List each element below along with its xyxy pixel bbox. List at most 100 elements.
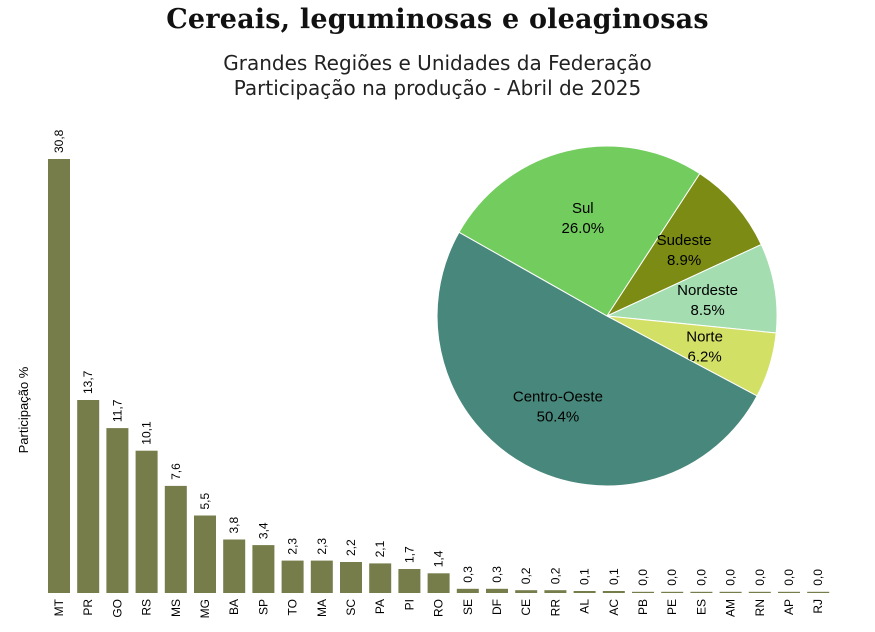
bar-ba	[223, 539, 246, 593]
value-label-pa: 2,1	[373, 540, 387, 557]
value-label-ma: 2,3	[315, 538, 329, 555]
pie-label-sudeste: Sudeste	[657, 232, 712, 249]
value-label-mg: 5,5	[198, 492, 212, 509]
x-tick-pe: PE	[665, 599, 679, 615]
bar-rs	[135, 450, 158, 593]
bar-to	[281, 560, 304, 593]
chart-subtitle-line-1: Grandes Regiões e Unidades da Federação	[223, 51, 652, 75]
pie-label-sul: Sul	[572, 200, 594, 217]
value-label-ms: 7,6	[169, 463, 183, 480]
bar-ro	[427, 573, 450, 593]
x-tick-es: ES	[694, 599, 708, 615]
value-label-sp: 3,4	[256, 522, 270, 539]
bar-chart: 30,8 MT 13,7 PR 11,7 GO 10,1 RS 7,6 MS 5,5 MG 3,8 BA 3…	[48, 129, 830, 618]
bar-mt	[48, 159, 70, 593]
bar-sc	[340, 562, 362, 593]
bar-ac	[602, 591, 625, 593]
value-label-ce: 0,2	[519, 567, 533, 584]
bar-mg	[194, 515, 216, 593]
value-label-rn: 0,0	[753, 569, 767, 586]
value-label-ro: 1,4	[432, 550, 446, 567]
value-label-ac: 0,1	[607, 568, 621, 585]
x-tick-al: AL	[578, 599, 592, 614]
value-label-go: 11,7	[110, 399, 124, 422]
value-label-ba: 3,8	[227, 516, 241, 533]
value-label-se: 0,3	[461, 566, 475, 583]
x-tick-mg: MG	[198, 599, 212, 618]
pie-label-nordeste: Nordeste	[677, 282, 738, 299]
bar-pe	[661, 591, 684, 593]
value-label-to: 2,3	[286, 538, 300, 555]
bar-sp	[252, 545, 275, 593]
x-tick-se: SE	[461, 599, 475, 615]
value-label-am: 0,0	[724, 569, 738, 586]
value-label-mt: 30,8	[52, 129, 66, 153]
pie-pct-nordeste: 8.5%	[690, 302, 724, 319]
x-tick-df: DF	[490, 599, 504, 615]
bar-es	[690, 591, 713, 593]
bar-df	[486, 588, 508, 593]
pie-pct-centro-oeste: 50.4%	[537, 408, 580, 425]
x-tick-pr: PR	[81, 599, 95, 616]
x-tick-rj: RJ	[811, 599, 825, 614]
pie-pct-norte: 6.2%	[687, 349, 721, 366]
x-tick-ce: CE	[519, 599, 533, 616]
bar-pr	[77, 400, 100, 593]
value-label-df: 0,3	[490, 566, 504, 583]
x-tick-pa: PA	[373, 599, 387, 614]
value-label-rs: 10,1	[140, 421, 154, 445]
value-label-ap: 0,0	[782, 569, 796, 586]
x-tick-sc: SC	[344, 599, 358, 616]
x-tick-pi: PI	[402, 599, 416, 610]
bar-am	[719, 591, 742, 593]
bar-rr	[544, 590, 567, 593]
x-tick-ma: MA	[315, 599, 329, 617]
bar-ce	[515, 590, 538, 593]
bar-go	[106, 428, 129, 593]
bar-ap	[778, 591, 800, 593]
x-tick-go: GO	[110, 599, 124, 618]
bar-rn	[748, 591, 771, 593]
bar-pi	[398, 569, 421, 593]
pie-pct-sul: 26.0%	[562, 220, 605, 237]
pie-slice-centro-oeste	[436, 231, 758, 487]
pie-pct-sudeste: 8.9%	[667, 252, 701, 269]
pie-slice-sudeste	[605, 172, 762, 318]
x-tick-ba: BA	[227, 599, 241, 615]
chart-title: Cereais, leguminosas e oleaginosas	[166, 4, 709, 35]
value-label-al: 0,1	[578, 568, 592, 585]
value-label-rr: 0,2	[548, 567, 562, 584]
value-label-sc: 2,2	[344, 539, 358, 556]
value-label-pe: 0,0	[665, 569, 679, 586]
x-tick-ac: AC	[607, 599, 621, 616]
x-tick-ro: RO	[432, 599, 446, 617]
y-axis-label: Participação %	[16, 366, 31, 453]
bar-ma	[310, 560, 333, 593]
pie-slice-sul	[458, 145, 701, 317]
bar-pa	[369, 563, 392, 593]
x-tick-rr: RR	[548, 599, 562, 617]
bar-ms	[164, 485, 187, 593]
bar-al	[573, 591, 596, 593]
value-label-es: 0,0	[694, 569, 708, 586]
value-label-pr: 13,7	[81, 370, 95, 394]
pie-label-norte: Norte	[686, 329, 723, 346]
x-tick-ap: AP	[782, 599, 796, 615]
x-tick-pb: PB	[636, 599, 650, 615]
pie-slice-nordeste	[605, 243, 778, 334]
chart-subtitle-line-2: Participação na produção - Abril de 2025	[233, 76, 642, 100]
value-label-pb: 0,0	[636, 569, 650, 586]
x-tick-rn: RN	[753, 599, 767, 616]
bar-pb	[632, 591, 654, 593]
x-tick-rs: RS	[140, 599, 154, 616]
value-label-pi: 1,7	[402, 546, 416, 563]
value-label-rj: 0,0	[811, 569, 825, 586]
x-tick-to: TO	[286, 599, 300, 615]
x-tick-ms: MS	[169, 599, 183, 617]
pie-label-centro-oeste: Centro-Oeste	[513, 388, 603, 405]
x-tick-mt: MT	[52, 598, 66, 616]
x-tick-sp: SP	[256, 599, 270, 615]
bar-rj	[807, 591, 830, 593]
